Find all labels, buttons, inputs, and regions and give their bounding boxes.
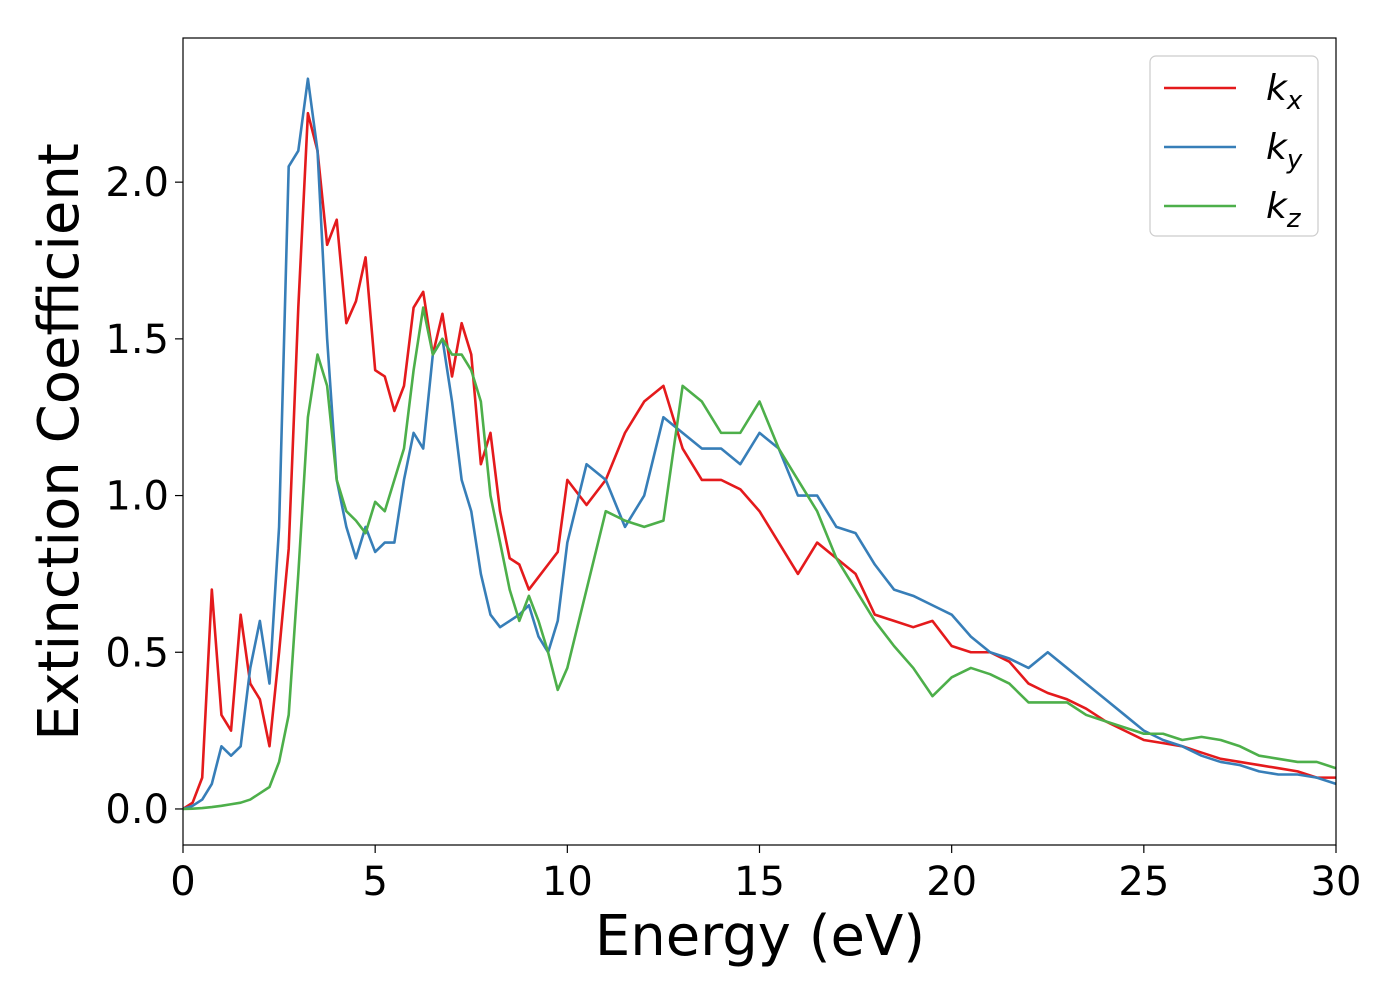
y-axis-label: Extinction Coefficient xyxy=(27,143,92,741)
legend-label: ky xyxy=(1266,127,1303,175)
y-tick-label: 1.0 xyxy=(105,474,169,520)
x-tick-label: 15 xyxy=(734,859,785,905)
data-line xyxy=(183,77,1336,811)
x-axis-label: Energy (eV) xyxy=(595,904,925,969)
y-tick-label: 0.0 xyxy=(105,787,169,833)
x-tick-label: 25 xyxy=(1118,859,1169,905)
y-tick-label: 1.5 xyxy=(105,317,169,363)
data-line xyxy=(183,111,1336,811)
data-line xyxy=(183,306,1336,811)
legend-label: kz xyxy=(1266,186,1302,234)
x-tick-label: 20 xyxy=(926,859,977,905)
plot-frame xyxy=(182,37,1337,846)
x-tick-label: 0 xyxy=(170,859,195,905)
x-tick-label: 30 xyxy=(1311,859,1362,905)
x-tick-label: 5 xyxy=(362,859,387,905)
x-tick-label: 10 xyxy=(542,859,593,905)
y-tick-label: 2.0 xyxy=(105,160,169,206)
y-tick-label: 0.5 xyxy=(105,630,169,676)
legend-label: kx xyxy=(1266,68,1303,116)
